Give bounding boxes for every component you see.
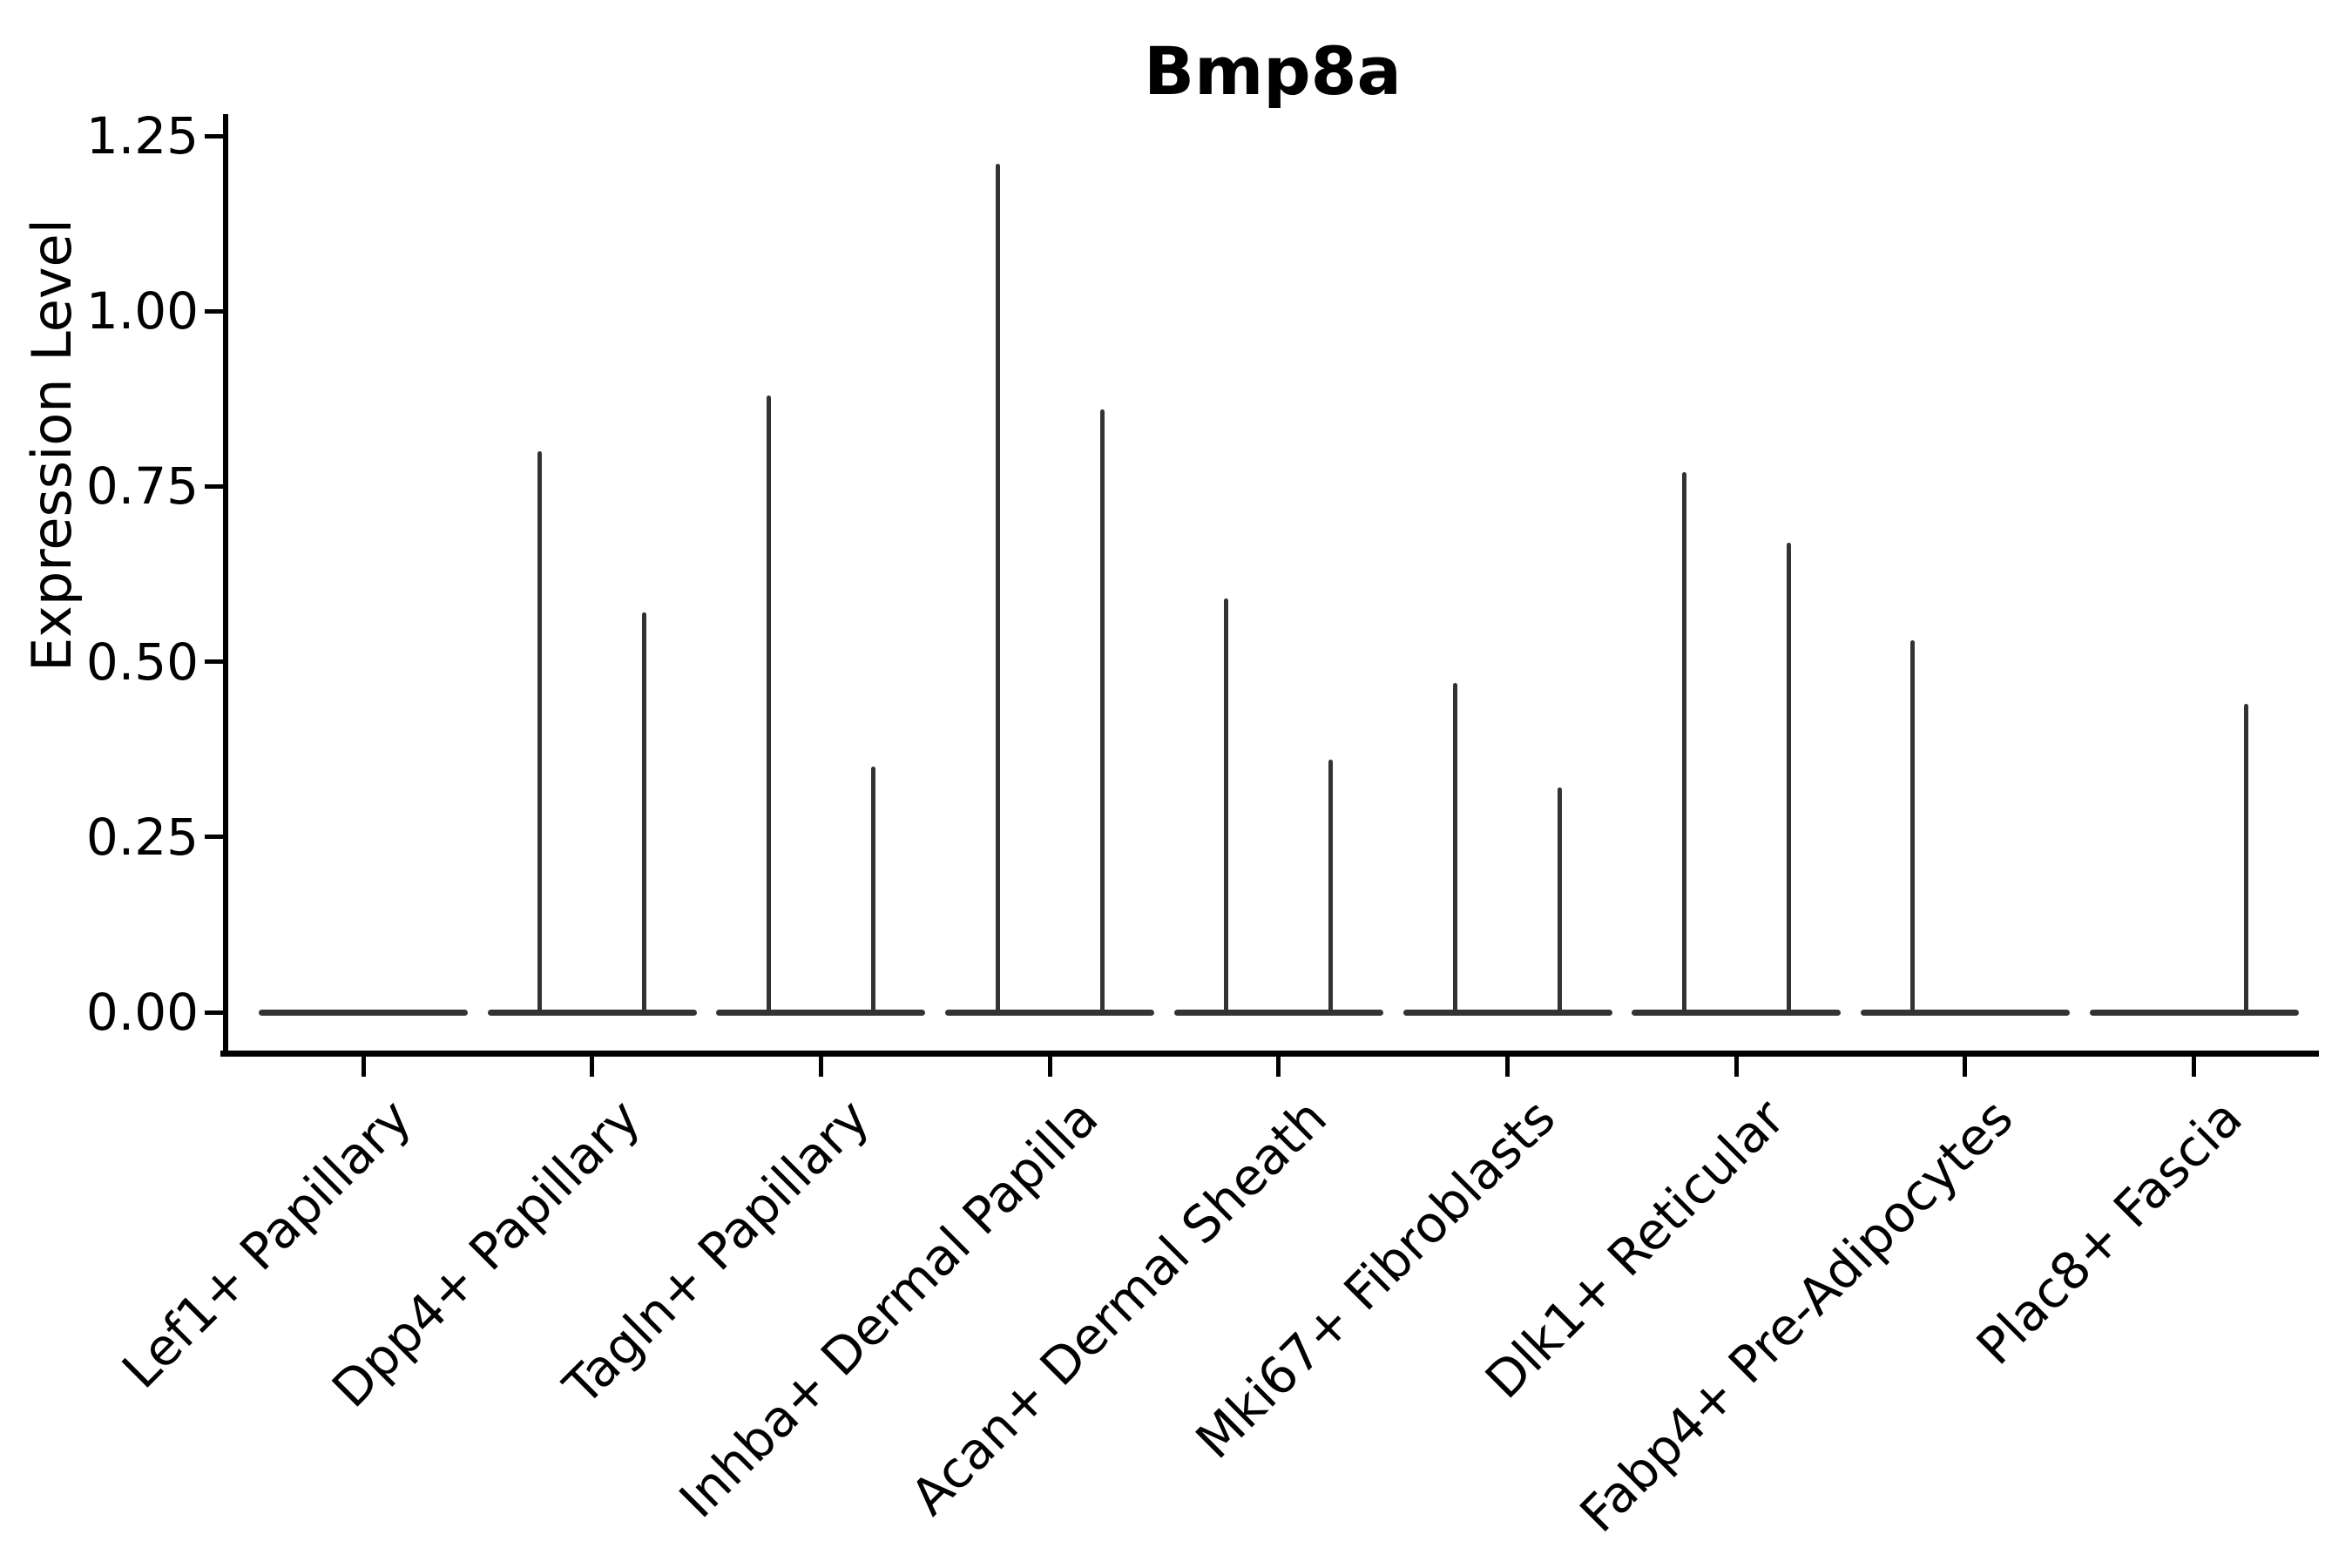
- violin-baseline: [1173, 1009, 1383, 1016]
- x-tick-label: Fabp4+ Pre-Adipocytes: [1568, 1087, 2024, 1544]
- violin-baseline: [1632, 1009, 1842, 1016]
- violin-spike: [766, 395, 771, 1014]
- y-tick-mark: [205, 483, 223, 489]
- violin-baseline: [716, 1009, 926, 1016]
- violin-baseline: [1402, 1009, 1612, 1016]
- violin-baseline: [1860, 1009, 2070, 1016]
- y-tick-label: 0.75: [85, 456, 199, 517]
- violin-spike: [1224, 598, 1229, 1014]
- y-tick-label: 0.50: [85, 632, 199, 692]
- y-tick-mark: [205, 1010, 223, 1015]
- violin-spike: [1453, 682, 1457, 1014]
- plot-title: Bmp8a: [1144, 32, 1402, 110]
- x-tick-mark: [590, 1057, 595, 1077]
- x-axis-spine: [220, 1051, 2319, 1057]
- y-tick-label: 0.25: [85, 807, 199, 867]
- y-tick-label: 0.00: [85, 983, 199, 1042]
- violin-spike: [2244, 703, 2249, 1014]
- y-axis-spine: [223, 114, 228, 1057]
- violin-spike: [1786, 542, 1791, 1014]
- y-tick-mark: [205, 659, 223, 665]
- violin-spike: [642, 612, 647, 1014]
- violin-spike: [1558, 787, 1562, 1014]
- violin-spike: [1099, 409, 1105, 1014]
- x-tick-mark: [1047, 1057, 1052, 1077]
- x-tick-mark: [1276, 1057, 1281, 1077]
- x-tick-mark: [1734, 1057, 1739, 1077]
- x-tick-label: Inhba+ Dermal Papilla: [667, 1087, 1110, 1530]
- x-tick-mark: [1505, 1057, 1510, 1077]
- y-tick-mark: [205, 835, 223, 840]
- violin-spike: [995, 164, 1000, 1014]
- violin-baseline: [487, 1009, 697, 1016]
- y-tick-mark: [205, 133, 223, 139]
- y-tick-label: 1.00: [85, 281, 199, 341]
- violin-spike: [1328, 760, 1334, 1014]
- violin-baseline: [259, 1009, 468, 1016]
- y-tick-mark: [205, 308, 223, 314]
- y-tick-label: 1.25: [85, 106, 199, 166]
- violin-spike: [537, 451, 543, 1014]
- x-tick-mark: [818, 1057, 823, 1077]
- violin-spike: [1681, 472, 1686, 1014]
- violin-baseline: [945, 1009, 1155, 1016]
- x-tick-mark: [2192, 1057, 2197, 1077]
- x-tick-mark: [361, 1057, 366, 1077]
- violin-spike: [1910, 640, 1916, 1014]
- violin-spike: [870, 767, 875, 1014]
- x-tick-label: Acan+ Dermal Sheath: [899, 1087, 1338, 1527]
- violin-baseline: [2089, 1009, 2299, 1016]
- x-tick-mark: [1963, 1057, 1968, 1077]
